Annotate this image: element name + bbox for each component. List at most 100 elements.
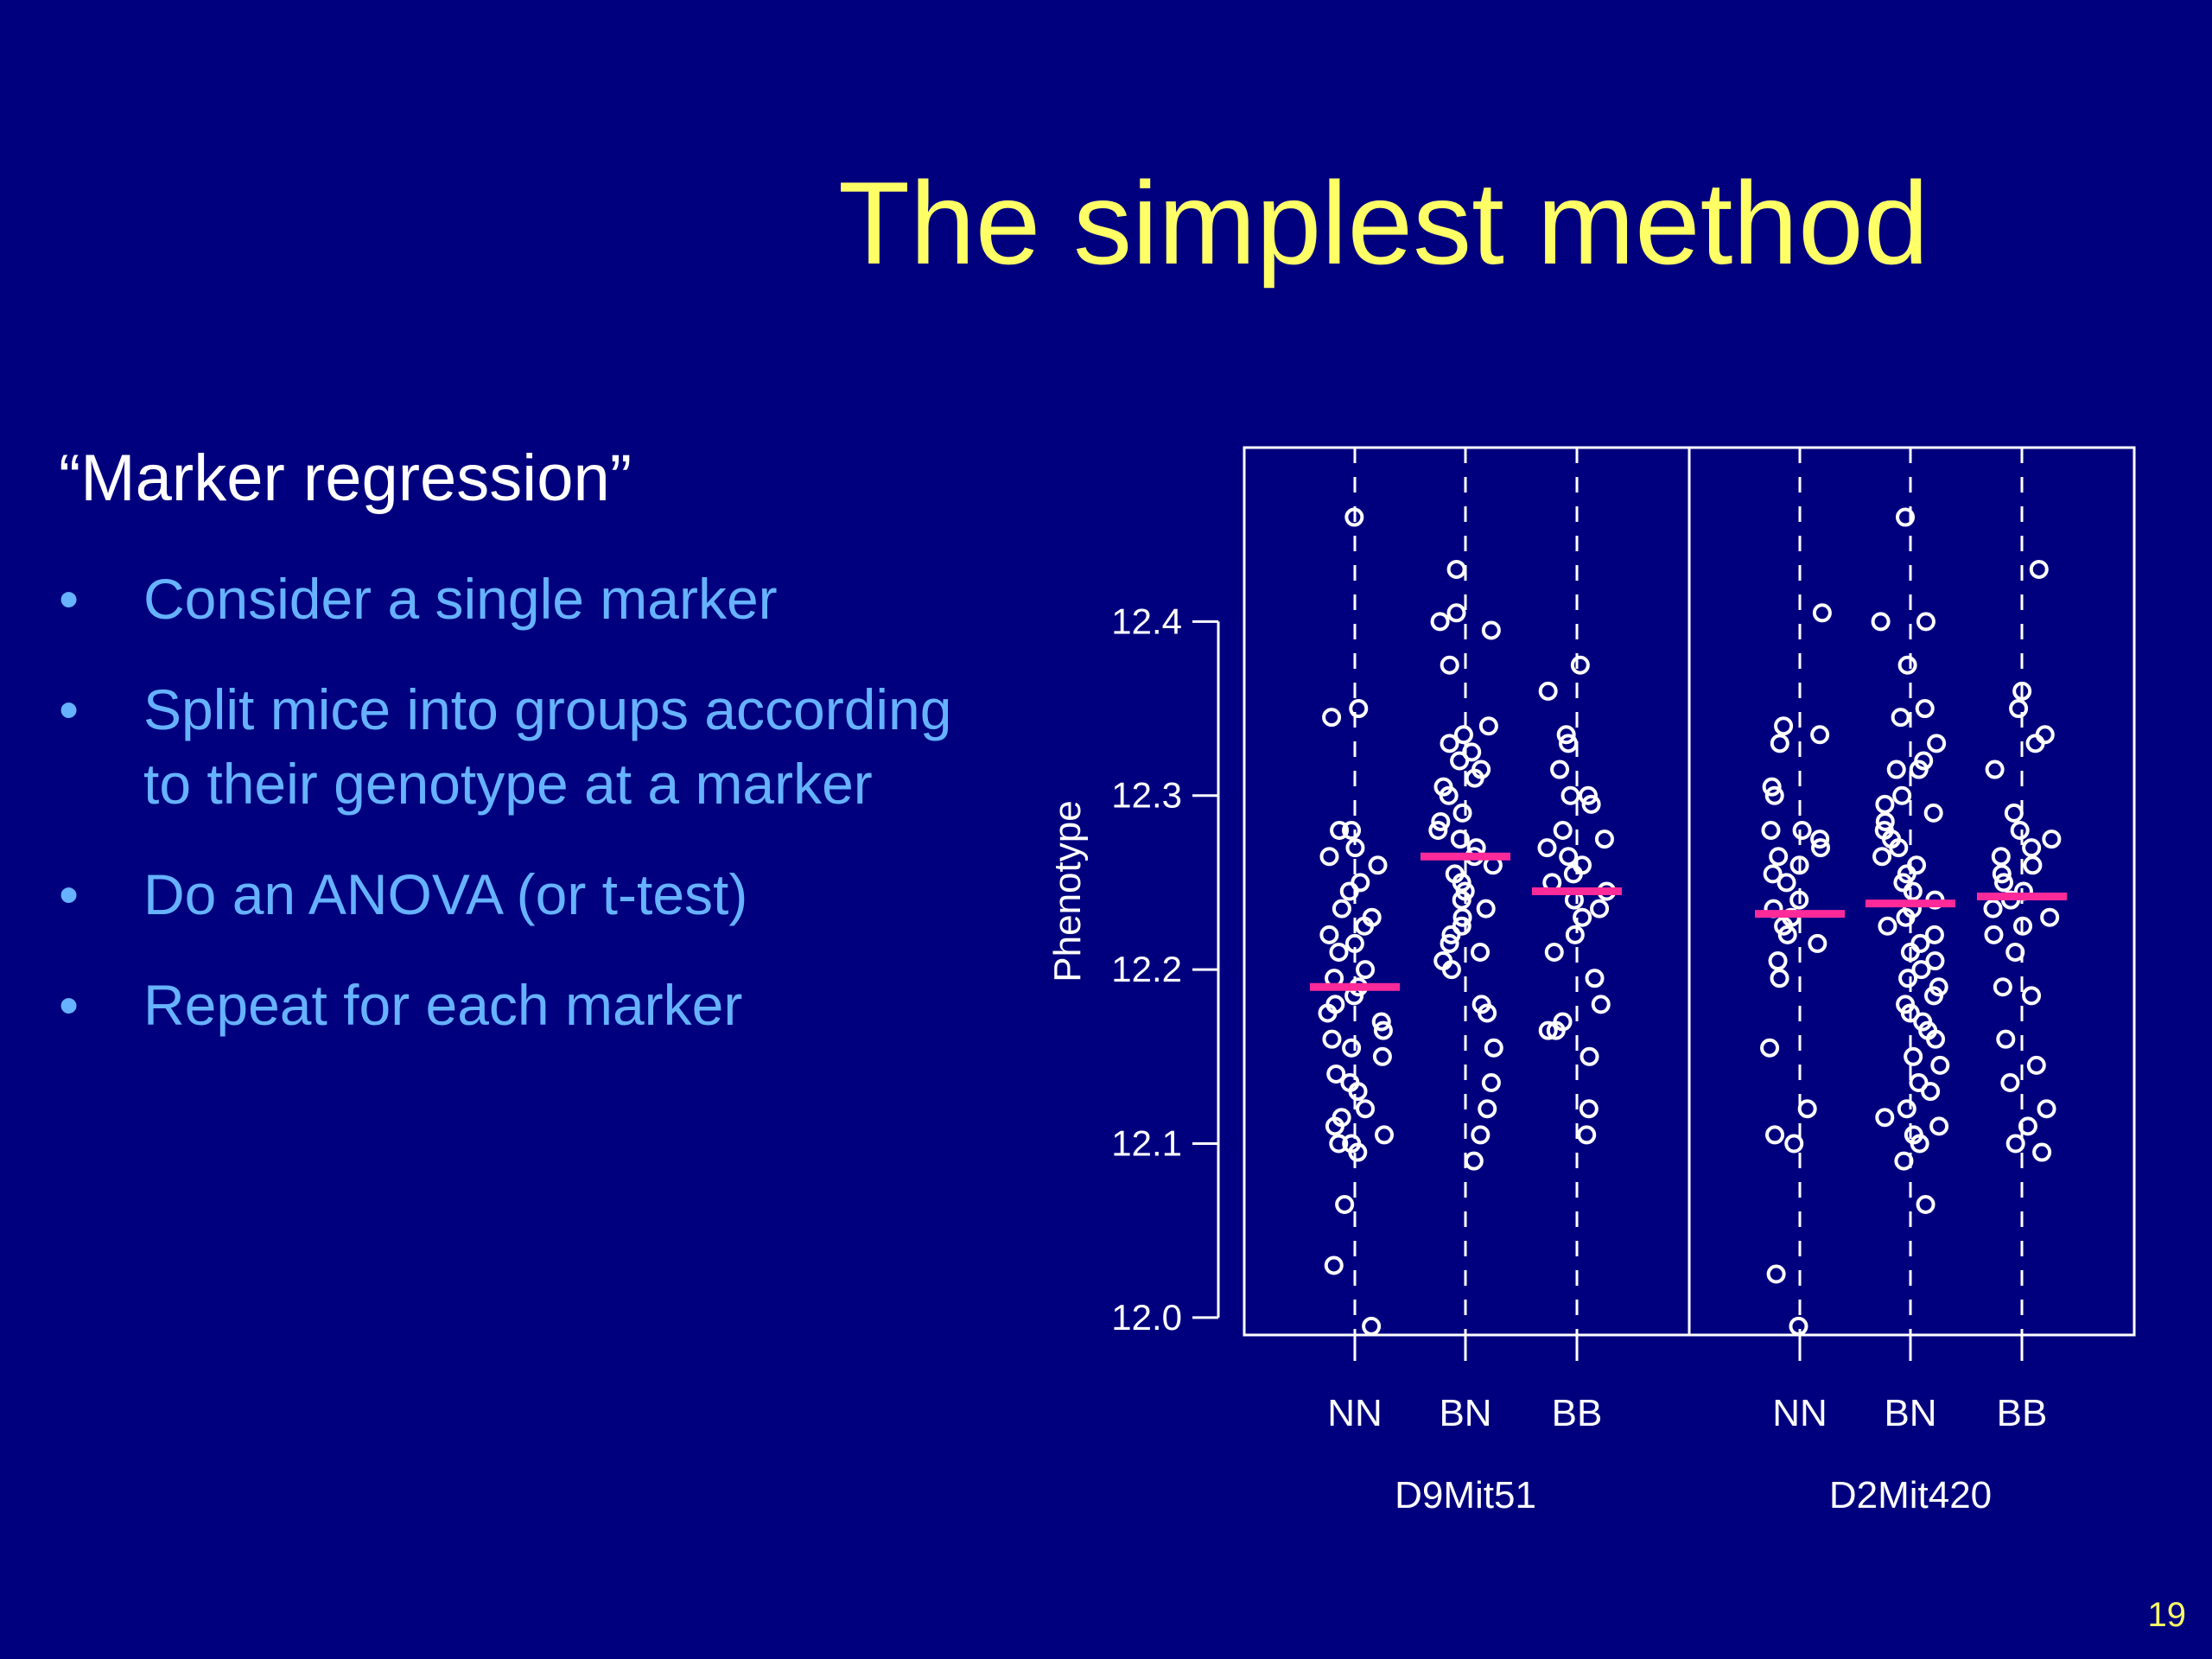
data-point <box>1335 1194 1355 1214</box>
data-point <box>1891 708 1910 728</box>
data-point <box>1538 1020 1558 1040</box>
data-point <box>2026 1055 2046 1075</box>
data-point <box>1898 969 1918 988</box>
data-point <box>1471 1125 1491 1145</box>
data-point <box>1478 716 1498 736</box>
data-point <box>1991 847 2011 867</box>
data-point <box>1348 1082 1368 1102</box>
data-point <box>2037 1099 2056 1119</box>
data-point <box>1875 1108 1895 1128</box>
data-point <box>1550 760 1570 779</box>
data-point <box>1356 1099 1376 1119</box>
data-point <box>1431 811 1451 831</box>
data-point <box>2009 699 2029 719</box>
data-point <box>1319 925 1339 944</box>
data-point <box>1921 1082 1941 1102</box>
data-point <box>1900 942 1920 962</box>
data-point <box>1559 847 1579 867</box>
bullet-icon: • <box>59 677 79 741</box>
data-point <box>1984 925 2004 944</box>
data-point <box>1452 890 1471 910</box>
data-point <box>1784 1134 1804 1154</box>
data-point <box>1332 899 1351 918</box>
bullet-text: Consider a single marker <box>143 567 778 631</box>
data-point <box>1896 907 1916 927</box>
data-point <box>2018 1116 2037 1136</box>
x-tick-label: BB <box>1552 1392 1603 1434</box>
data-point <box>1374 1125 1394 1145</box>
data-point <box>1544 942 1564 962</box>
data-point <box>1900 1003 1920 1023</box>
page-number: 19 <box>2147 1596 2187 1634</box>
data-point <box>1769 847 1789 867</box>
data-point <box>1760 1038 1780 1058</box>
data-point <box>1994 873 2014 893</box>
data-point <box>1348 1142 1368 1162</box>
data-point <box>1872 847 1892 867</box>
data-point <box>1573 907 1592 927</box>
data-point <box>1446 603 1466 623</box>
data-point <box>1322 1029 1342 1049</box>
y-axis-label: Phenotype <box>1046 800 1089 982</box>
data-point <box>1481 1073 1501 1093</box>
data-point <box>1896 507 1916 527</box>
data-point <box>1465 768 1484 788</box>
slide-title: The simplest method <box>838 157 1929 289</box>
x-tick-label: BN <box>1884 1392 1936 1434</box>
data-point <box>1811 838 1831 858</box>
x-tick-label: NN <box>1772 1392 1827 1434</box>
y-tick-label: 12.0 <box>1111 1297 1182 1338</box>
data-point <box>1428 821 1448 841</box>
bullet-icon: • <box>59 567 79 631</box>
data-point <box>1810 830 1830 849</box>
data-point <box>2004 803 2024 823</box>
data-point <box>2022 986 2042 1006</box>
bullet-text: Split mice into groups according to thei… <box>143 677 952 816</box>
data-point <box>1455 881 1475 901</box>
data-point <box>1478 1003 1497 1023</box>
data-point <box>1797 1099 1817 1119</box>
phenotype-dot-plot: 12.0 12.1 12.2 12.3 12.4 Phenotype NN BN BB D9Mit… <box>1046 446 2136 1516</box>
data-point <box>1319 847 1339 867</box>
data-point <box>1355 916 1375 936</box>
x-tick-label: NN <box>1327 1392 1382 1434</box>
data-point <box>1563 864 1583 884</box>
marker-label: D2Mit420 <box>1829 1474 1992 1516</box>
data-point <box>1897 864 1916 884</box>
data-point <box>2035 725 2055 745</box>
data-point <box>2000 1073 2020 1093</box>
data-point <box>1344 933 1364 953</box>
data-point <box>2029 559 2049 579</box>
data-point <box>1342 1038 1362 1058</box>
data-point <box>1440 933 1459 953</box>
data-point <box>2042 830 2062 849</box>
data-point <box>1924 986 1944 1006</box>
data-point <box>1345 838 1365 858</box>
data-point <box>1910 1134 1929 1154</box>
data-point <box>1929 1116 1949 1136</box>
data-point <box>1322 708 1342 728</box>
data-point <box>1768 951 1788 971</box>
section-heading: “Marker regression” <box>59 442 632 515</box>
data-point <box>2022 838 2042 858</box>
data-point <box>1372 1046 1392 1066</box>
data-point <box>1892 785 1912 805</box>
bullet-text: Repeat for each marker <box>143 973 743 1037</box>
data-point <box>1993 977 2012 997</box>
y-tick-label: 12.1 <box>1111 1122 1182 1163</box>
data-point <box>1808 933 1827 953</box>
data-point <box>1777 873 1796 893</box>
data-point <box>1770 734 1789 753</box>
y-tick-label: 12.2 <box>1111 949 1182 989</box>
data-point <box>1452 907 1472 927</box>
data-point <box>1774 716 1794 736</box>
y-tick-label: 12.3 <box>1111 775 1182 816</box>
data-point <box>1792 821 1812 841</box>
data-point <box>1585 969 1605 988</box>
data-point <box>1992 864 2012 884</box>
data-point <box>2005 942 2025 962</box>
data-point <box>1985 760 2005 779</box>
bullet-item: • Consider a single marker <box>59 562 1009 636</box>
data-point <box>1324 1255 1344 1275</box>
data-point <box>1439 785 1459 805</box>
